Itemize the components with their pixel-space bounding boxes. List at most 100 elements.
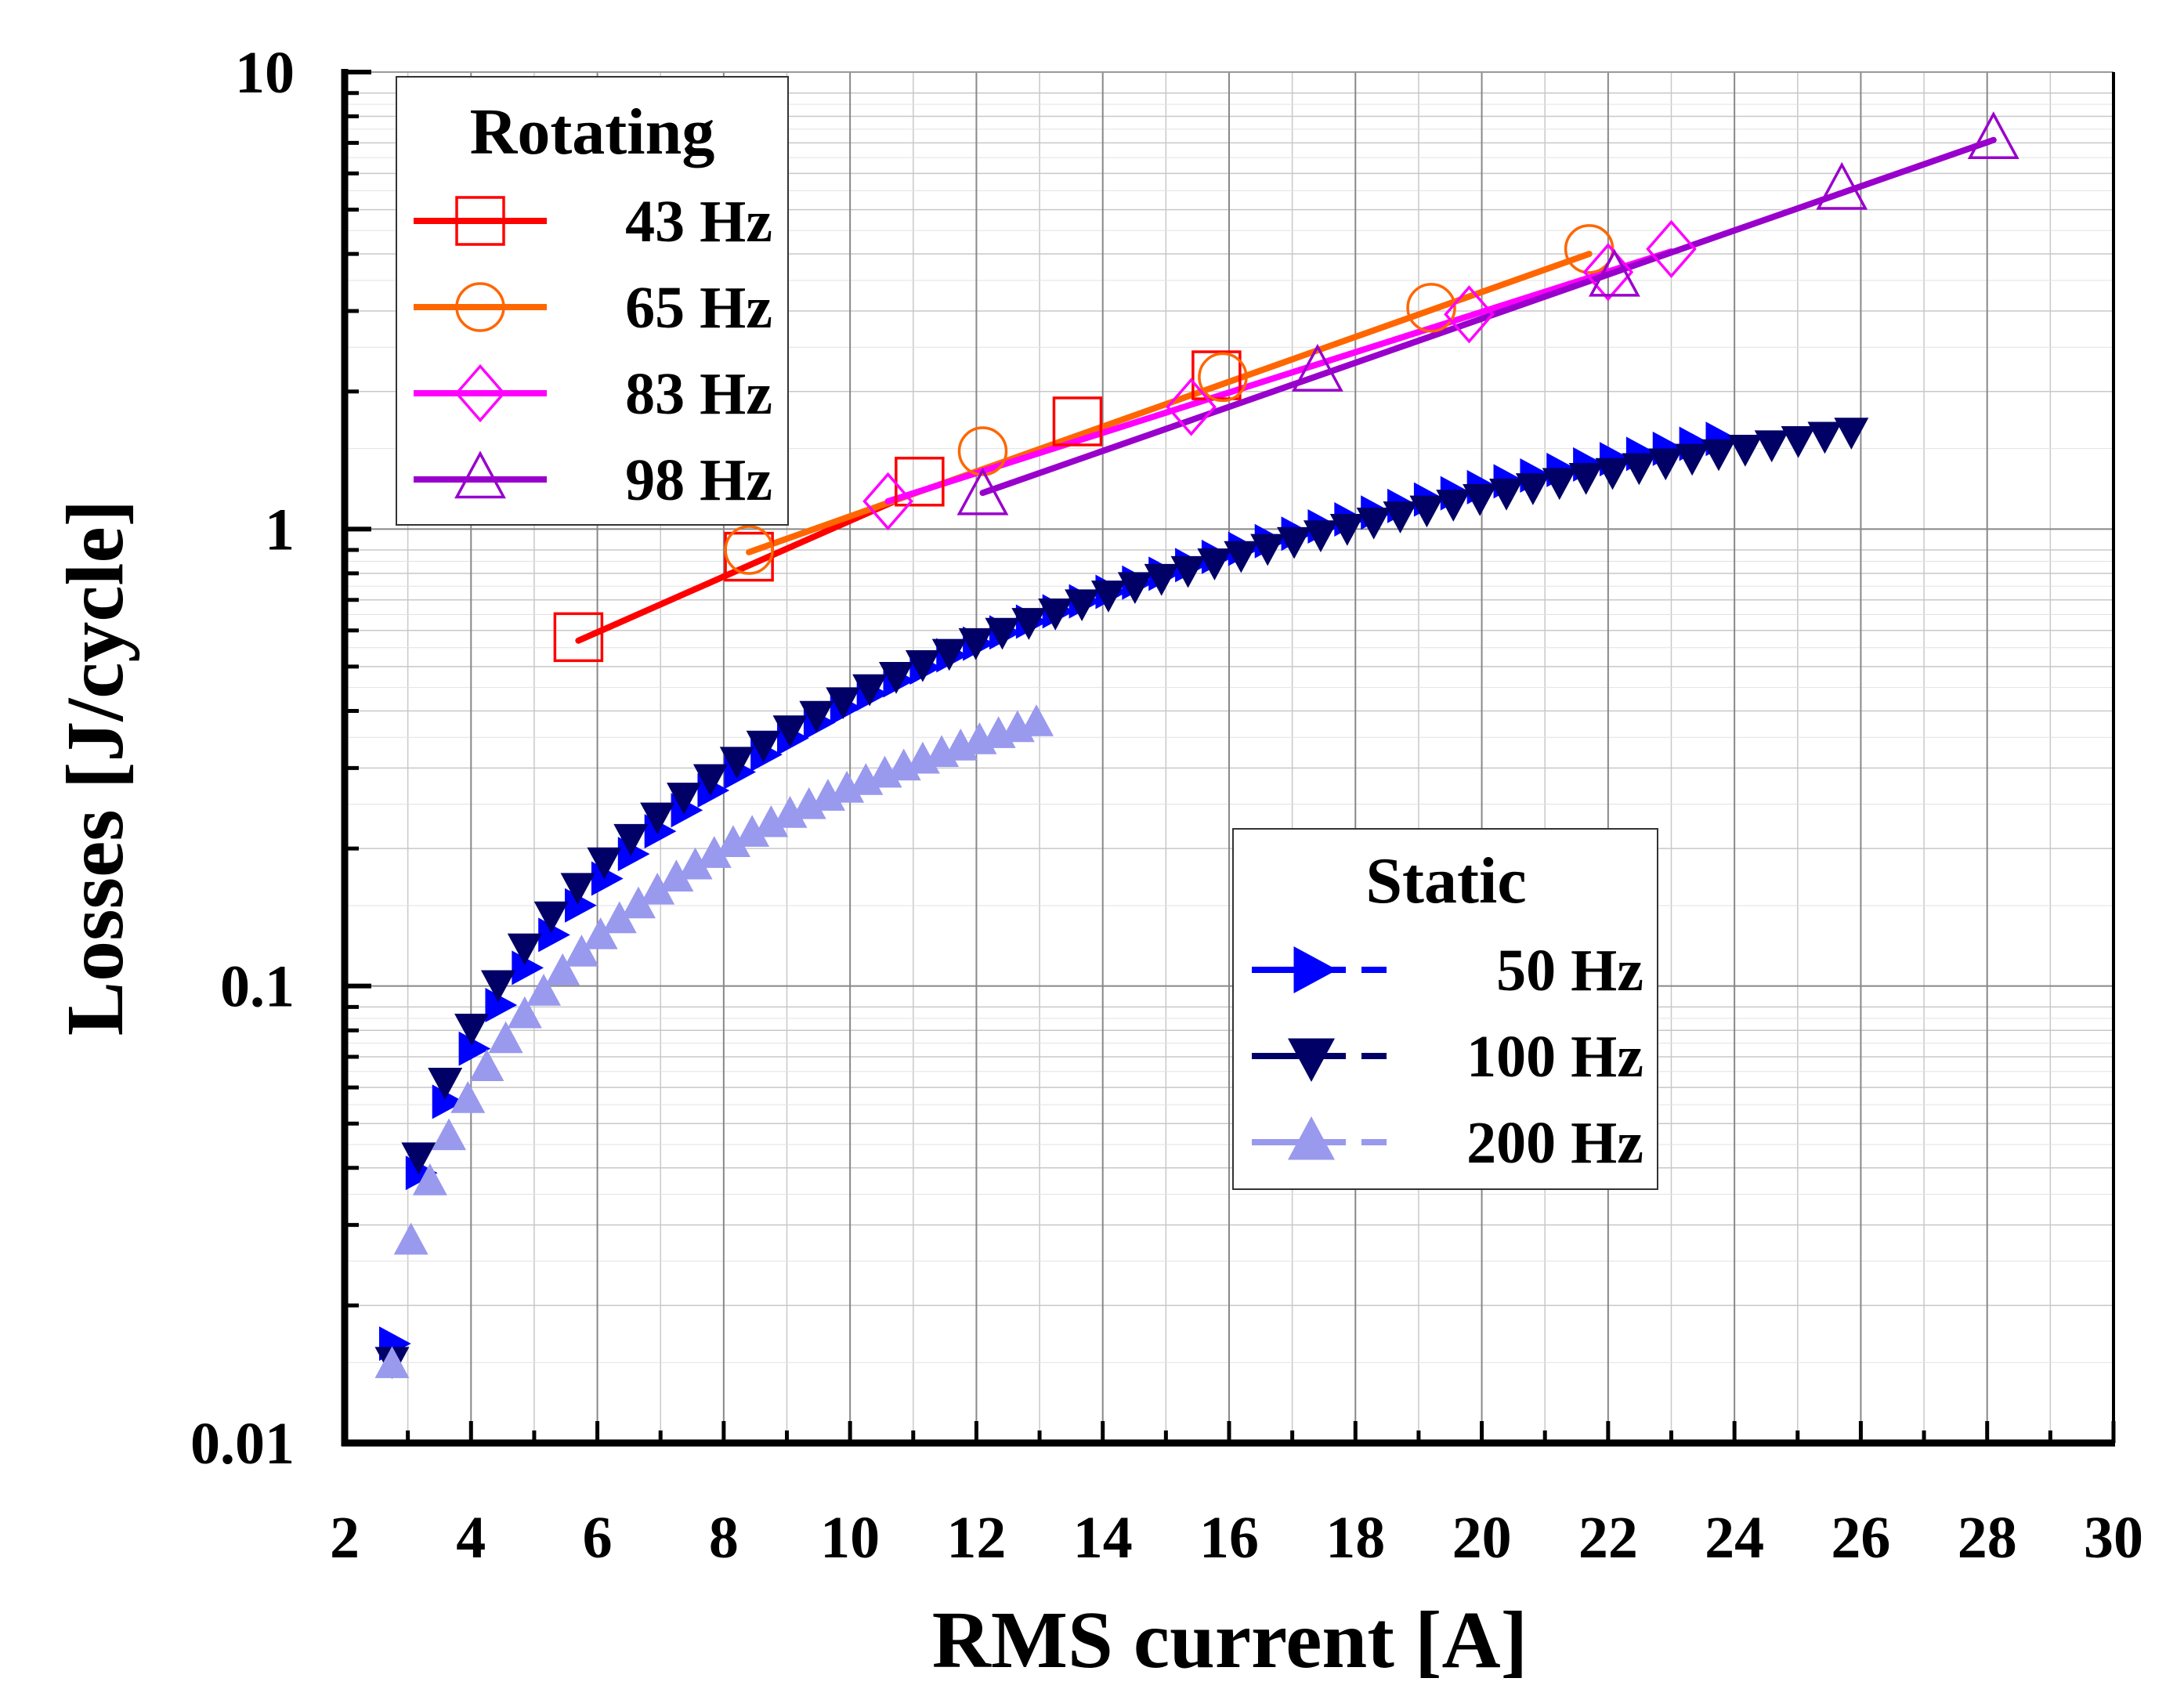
data-point-st100 [1754,430,1789,463]
data-point-st200 [564,935,599,967]
data-point-st100 [454,1013,490,1046]
series-rot98 [956,111,2019,515]
axis-ticks [342,70,2116,1445]
x-tick-label: 28 [1958,1505,2017,1571]
legend-static: Static 50 Hz 100 Hz 200 Hz [1232,828,1658,1190]
data-point-st50 [538,917,570,953]
data-point-st50 [485,988,518,1023]
x-tick-label: 8 [709,1505,739,1571]
y-tick-label: 10 [235,40,295,106]
legend-label-st100: 100 Hz [1466,1024,1643,1090]
legend-marker-rot83 [454,363,506,423]
data-point-st100 [507,933,542,966]
data-point-st100 [1197,548,1232,580]
data-point-st200 [526,974,562,1006]
legend-label-st50: 50 Hz [1496,938,1643,1004]
data-point-st100 [1701,439,1736,472]
data-point-st100 [1277,526,1312,559]
data-point-rot65 [724,525,774,575]
data-point-st100 [587,847,622,880]
data-point-st200 [1019,704,1054,736]
series-st100 [374,418,1869,1380]
data-point-st200 [393,1222,428,1255]
data-point-st200 [374,1346,410,1379]
series-rot83 [862,219,1697,531]
data-point-st100 [1224,541,1259,573]
data-point-st100 [1329,514,1365,546]
data-point-st100 [746,730,781,763]
data-point-st100 [1542,468,1577,501]
legend-label-rot98: 98 Hz [625,447,772,513]
x-tick-label: 20 [1452,1505,1512,1571]
data-point-st50 [565,888,597,923]
legend-marker-rot98 [454,450,506,499]
data-point-st100 [1648,448,1683,481]
data-point-st100 [852,674,888,707]
data-point-st100 [1781,425,1816,458]
data-point-st200 [602,901,637,934]
legend-marker-st50 [1293,946,1337,993]
data-point-st100 [985,617,1020,650]
data-point-st200 [432,1118,467,1151]
data-point-rot98 [1588,248,1640,297]
data-point-st100 [480,970,515,1003]
legend-rotating-title: Rotating [470,96,715,168]
data-point-st100 [401,1142,436,1175]
x-axis-title: RMS current [A] [932,1595,1528,1685]
data-point-st100 [692,764,728,797]
data-point-rot65 [1198,352,1248,403]
x-tick-label: 12 [946,1505,1006,1571]
data-point-st50 [512,950,544,986]
series-rot65 [724,224,1614,575]
data-point-st100 [1090,580,1126,613]
data-point-st100 [1515,473,1550,505]
data-point-rot98 [1967,111,2019,160]
data-point-st100 [1489,478,1524,511]
data-point-st100 [826,687,861,720]
data-point-st200 [791,787,826,819]
data-point-st200 [583,917,618,949]
data-point-st100 [1011,608,1047,640]
data-point-st200 [678,847,713,880]
x-tick-label: 24 [1705,1505,1764,1571]
x-tick-label: 4 [456,1505,486,1571]
data-point-st200 [507,996,542,1029]
legend-rotating-box [396,76,789,526]
data-point-st100 [1038,598,1073,631]
data-point-st100 [1834,418,1869,450]
data-point-st200 [620,886,656,919]
x-tick-label: 16 [1199,1505,1259,1571]
data-point-st200 [715,825,750,857]
data-point-rot65 [1406,283,1456,333]
x-tick-label: 10 [820,1505,880,1571]
x-tick-label: 22 [1578,1505,1638,1571]
data-point-st100 [428,1067,463,1100]
data-point-rot43 [553,612,604,663]
legend-label-rot83: 83 Hz [625,361,772,427]
data-point-st100 [1675,443,1710,476]
data-point-st100 [560,873,595,906]
data-point-st200 [810,779,845,811]
data-point-st200 [772,796,808,828]
data-point-st100 [1170,555,1206,588]
y-tick-label: 0.1 [220,954,295,1020]
data-point-st100 [1383,501,1418,533]
legend-label-rot43: 43 Hz [625,189,772,255]
data-point-st100 [1622,453,1657,486]
data-point-st100 [1568,463,1604,495]
data-point-st200 [735,815,770,847]
data-point-rot43 [1052,396,1103,447]
data-point-st100 [719,747,754,779]
data-point-st100 [905,649,940,682]
legend-label-rot65: 65 Hz [625,275,772,341]
data-markers [374,111,2019,1380]
data-point-st100 [772,715,808,747]
data-point-rot65 [957,426,1008,476]
data-point-st50 [458,1031,491,1066]
data-point-st100 [667,783,702,815]
data-point-st100 [1436,490,1471,522]
legend-rotating: Rotating 43 Hz 65 Hz 83 Hz 98 Hz [396,76,789,526]
